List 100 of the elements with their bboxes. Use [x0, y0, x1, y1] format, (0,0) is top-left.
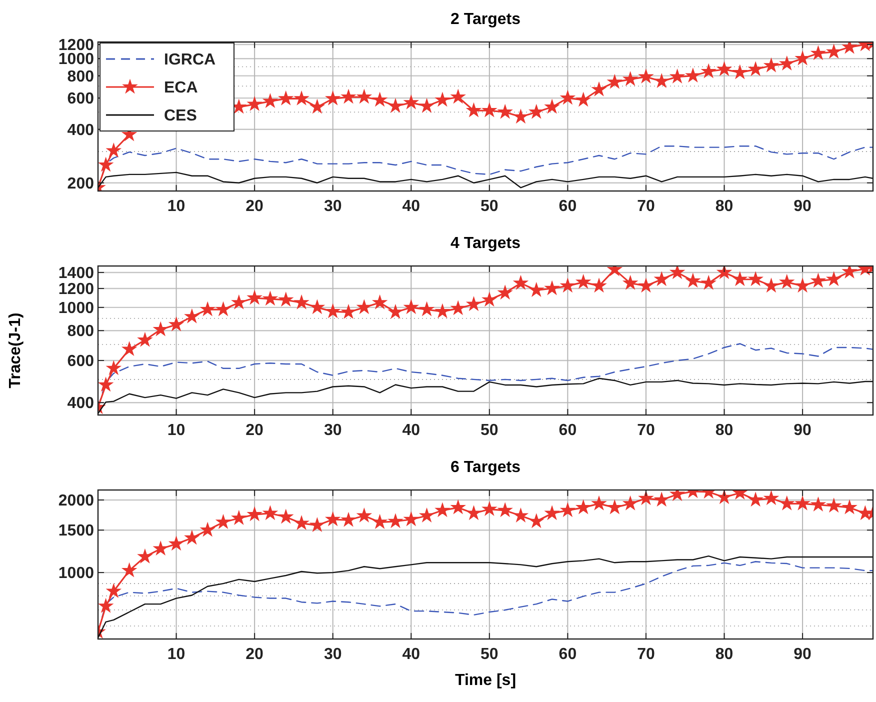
point [372, 295, 387, 309]
point [263, 94, 278, 108]
point [326, 91, 340, 105]
point [842, 42, 857, 54]
point [748, 62, 763, 76]
point [357, 508, 372, 522]
point [811, 274, 826, 288]
point [310, 100, 324, 114]
point [388, 98, 403, 112]
point [435, 304, 450, 318]
point [278, 510, 293, 524]
point [732, 65, 747, 79]
y-tick-label: 400 [67, 122, 94, 139]
x-tick-label: 90 [794, 646, 812, 663]
point [98, 378, 113, 392]
x-tick-label: 80 [715, 198, 734, 215]
point [372, 514, 387, 528]
point [388, 514, 403, 528]
point [560, 503, 575, 516]
point [592, 278, 606, 292]
point [451, 301, 466, 315]
point [842, 266, 857, 278]
point [184, 309, 199, 323]
y-tick-label: 1000 [58, 565, 94, 582]
point [326, 512, 340, 526]
point [106, 360, 121, 374]
point [638, 278, 654, 292]
point [592, 496, 606, 510]
point [248, 507, 262, 521]
point [576, 500, 590, 514]
point [514, 276, 528, 290]
y-tick-label: 1400 [58, 265, 94, 282]
point [466, 103, 481, 117]
point [278, 91, 293, 105]
y-tick-label: 200 [67, 175, 94, 192]
point [263, 506, 278, 520]
chart-title: 6 Targets [450, 459, 521, 476]
line-series [98, 378, 873, 414]
point [795, 51, 810, 65]
point [435, 92, 450, 106]
point [98, 158, 113, 172]
y-tick-label: 1000 [58, 300, 94, 318]
x-tick-label: 70 [637, 646, 655, 663]
x-tick-label: 70 [637, 198, 655, 215]
point [232, 295, 246, 309]
point [404, 512, 418, 526]
point [686, 274, 700, 288]
point [544, 281, 560, 295]
x-tick-label: 60 [558, 198, 577, 215]
point [357, 90, 372, 104]
point [544, 506, 560, 520]
point [514, 508, 528, 522]
point [498, 503, 512, 516]
point [529, 282, 544, 296]
y-tick-label: 1500 [58, 522, 94, 540]
point [670, 266, 684, 279]
point [780, 56, 794, 70]
point [138, 332, 152, 346]
point [216, 514, 230, 528]
point [826, 272, 841, 286]
legend-label: IGRCA [164, 52, 216, 69]
point [560, 278, 575, 292]
point [122, 342, 136, 356]
point [451, 500, 466, 514]
point [748, 492, 763, 506]
point [435, 503, 450, 516]
x-tick-label: 20 [246, 646, 264, 663]
x-tick-label: 40 [402, 198, 420, 215]
point [466, 506, 481, 520]
point [138, 549, 152, 563]
point [482, 103, 496, 117]
point [623, 496, 638, 510]
point [154, 541, 168, 555]
point [638, 491, 654, 504]
x-tick-label: 70 [637, 422, 655, 439]
point [263, 292, 278, 306]
point [654, 492, 669, 506]
point [764, 58, 778, 72]
point [560, 90, 575, 104]
y-axis-title: Trace(J-1) [7, 312, 24, 388]
x-tick-label: 80 [715, 646, 734, 663]
point [544, 100, 560, 114]
point [608, 74, 622, 88]
point [200, 302, 215, 316]
point [811, 497, 826, 511]
x-tick-label: 10 [167, 646, 186, 663]
line-series [98, 490, 873, 638]
point [748, 272, 763, 286]
point [826, 44, 841, 58]
x-tick-label: 10 [167, 422, 186, 439]
legend-label: CES [164, 108, 198, 125]
chart-title: 4 Targets [450, 235, 521, 252]
point [576, 92, 590, 106]
point [169, 317, 184, 331]
point [764, 491, 778, 504]
point [592, 82, 606, 96]
point [686, 68, 700, 82]
y-tick-label: 800 [67, 323, 94, 340]
point [294, 91, 309, 105]
point [717, 490, 732, 504]
